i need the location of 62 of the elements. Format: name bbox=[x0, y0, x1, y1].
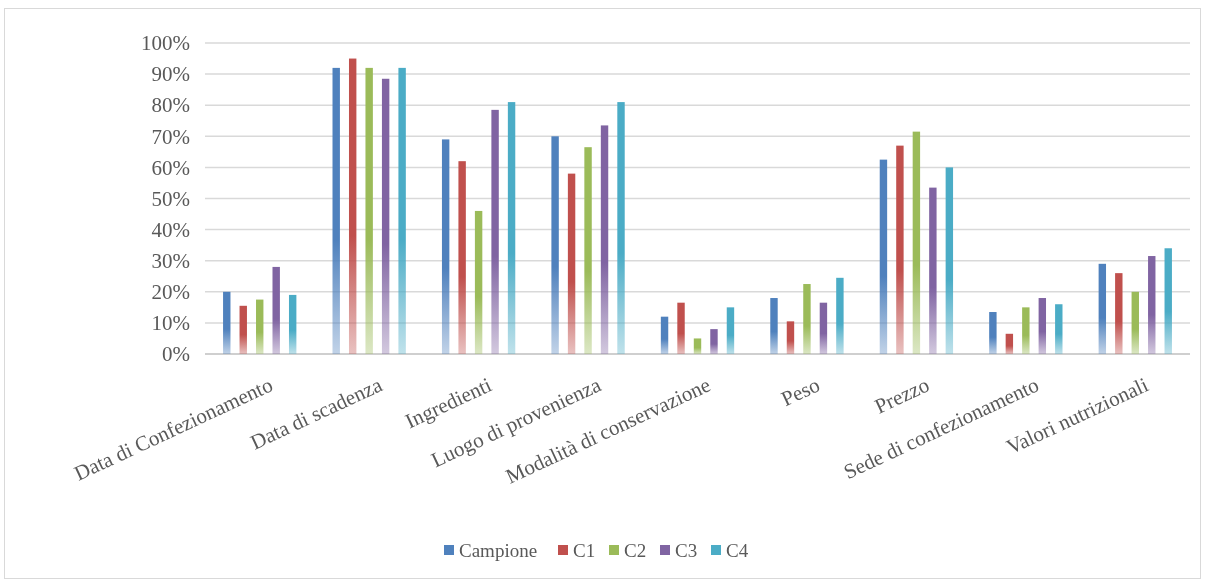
bar bbox=[836, 277, 844, 354]
y-tick-label: 50% bbox=[151, 186, 190, 211]
bar bbox=[1055, 304, 1063, 354]
bar bbox=[1131, 291, 1139, 354]
y-tick-label: 60% bbox=[151, 155, 190, 180]
legend-label: C2 bbox=[624, 539, 647, 561]
bar bbox=[441, 139, 450, 354]
bar bbox=[239, 305, 247, 354]
bar bbox=[1005, 333, 1014, 354]
bar bbox=[786, 321, 795, 354]
bar bbox=[1115, 273, 1123, 354]
bar bbox=[348, 58, 357, 354]
bar bbox=[989, 312, 997, 354]
bar bbox=[710, 329, 718, 354]
bar bbox=[819, 302, 828, 354]
bar bbox=[770, 298, 778, 354]
y-tick-label: 70% bbox=[151, 124, 190, 149]
bar bbox=[660, 316, 669, 354]
bar bbox=[945, 167, 954, 354]
legend-label: C3 bbox=[675, 539, 698, 561]
bar bbox=[929, 187, 937, 354]
y-tick-label: 30% bbox=[151, 248, 190, 273]
bar bbox=[677, 302, 685, 354]
bar bbox=[617, 102, 625, 354]
bar bbox=[567, 173, 576, 354]
bar bbox=[551, 136, 559, 354]
legend-label: C1 bbox=[573, 539, 596, 561]
bar bbox=[272, 266, 280, 354]
bar bbox=[879, 159, 888, 354]
legend-label: Campione bbox=[459, 539, 538, 561]
y-tick-label: 40% bbox=[151, 217, 190, 242]
bar bbox=[600, 125, 609, 354]
legend-label: C4 bbox=[726, 539, 749, 561]
bar bbox=[1022, 307, 1030, 354]
x-tick-label: Peso bbox=[777, 372, 824, 412]
y-tick-label: 80% bbox=[151, 93, 190, 118]
bar bbox=[726, 307, 735, 354]
bar bbox=[1164, 248, 1172, 354]
y-tick-label: 100% bbox=[141, 31, 190, 56]
bar bbox=[332, 67, 340, 354]
y-tick-label: 10% bbox=[151, 311, 190, 336]
bar bbox=[1148, 256, 1156, 354]
bar bbox=[912, 131, 921, 354]
bar bbox=[365, 67, 373, 354]
y-tick-label: 90% bbox=[151, 62, 190, 87]
bar bbox=[1038, 298, 1047, 354]
bar bbox=[896, 145, 904, 354]
bar bbox=[223, 291, 231, 354]
bar bbox=[1098, 263, 1107, 354]
y-tick-label: 0% bbox=[162, 342, 190, 367]
bar bbox=[381, 78, 390, 354]
bar bbox=[474, 210, 483, 354]
bar bbox=[458, 161, 466, 354]
bar bbox=[256, 299, 264, 354]
bar bbox=[398, 67, 406, 354]
bar bbox=[803, 284, 811, 354]
bar bbox=[491, 109, 499, 354]
bar bbox=[584, 147, 592, 354]
bar bbox=[693, 338, 702, 354]
y-tick-label: 20% bbox=[151, 280, 190, 305]
bar bbox=[507, 102, 516, 354]
bar bbox=[288, 294, 297, 354]
